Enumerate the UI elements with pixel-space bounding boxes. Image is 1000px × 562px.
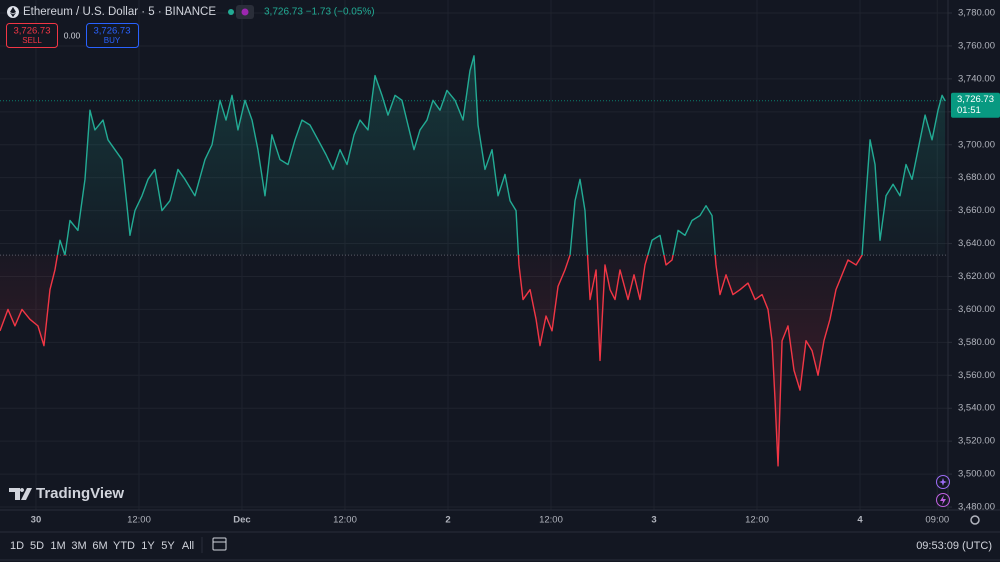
brand: TradingView	[9, 485, 124, 502]
symbol-title[interactable]: Ethereum / U.S. Dollar · 5 · BINANCE	[23, 6, 216, 18]
y-tick-label: 3,480.00	[958, 502, 995, 513]
axes: 3,780.003,760.003,740.003,720.003,700.00…	[0, 0, 1000, 526]
buy-button[interactable]	[86, 23, 139, 48]
y-tick-label: 3,600.00	[958, 304, 995, 315]
buy-label: BUY	[104, 36, 121, 45]
side-icons	[936, 475, 980, 525]
range-button[interactable]: 1M	[50, 540, 65, 552]
range-button[interactable]: 6M	[92, 540, 107, 552]
y-tick-label: 3,520.00	[958, 436, 995, 447]
x-tick-label: Dec	[233, 515, 250, 526]
y-tick-label: 3,560.00	[958, 370, 995, 381]
x-tick-label: 12:00	[539, 515, 563, 526]
buy-price: 3,726.73	[94, 26, 131, 37]
sell-button[interactable]	[6, 23, 58, 48]
last-price-label: 3,726.73	[957, 94, 994, 105]
clock: 09:53:09 (UTC)	[916, 540, 992, 552]
range-button[interactable]: 5D	[30, 540, 44, 552]
spark-icon	[939, 478, 947, 486]
range-button[interactable]: YTD	[113, 540, 135, 552]
flash-icon	[940, 495, 946, 505]
range-button[interactable]: 1D	[10, 540, 24, 552]
range-button[interactable]: 1Y	[141, 540, 155, 552]
quote: 3,726.73 −1.73 (−0.05%)	[264, 7, 375, 18]
x-tick-label: 09:00	[925, 515, 949, 526]
alert-icon	[241, 8, 249, 16]
range-button[interactable]: 5Y	[161, 540, 175, 552]
sell-label: SELL	[22, 36, 42, 45]
x-tick-label: 2	[445, 515, 450, 526]
y-tick-label: 3,540.00	[958, 403, 995, 414]
header: Ethereum / U.S. Dollar · 5 · BINANCE 3,7…	[7, 5, 375, 19]
y-tick-label: 3,780.00	[958, 8, 995, 19]
x-tick-label: 30	[31, 515, 42, 526]
y-tick-label: 3,660.00	[958, 205, 995, 216]
y-tick-label: 3,500.00	[958, 469, 995, 480]
spread: 0.00	[64, 30, 81, 40]
range-button[interactable]: All	[182, 540, 194, 552]
x-tick-label: 12:00	[333, 515, 357, 526]
baseline-area	[0, 55, 946, 466]
brand-logo	[9, 488, 32, 500]
eth-icon	[10, 7, 16, 17]
x-tick-label: 12:00	[127, 515, 151, 526]
range-button[interactable]: 3M	[71, 540, 86, 552]
x-tick-label: 12:00	[745, 515, 769, 526]
y-tick-label: 3,700.00	[958, 139, 995, 150]
brand-name: TradingView	[36, 485, 124, 502]
market-status	[228, 9, 234, 15]
x-tick-label: 4	[857, 515, 863, 526]
y-tick-label: 3,760.00	[958, 40, 995, 51]
date-range-button[interactable]	[212, 537, 227, 551]
spark-button[interactable]	[936, 475, 950, 489]
trade-panel: 3,726.73 SELL 0.00 3,726.73 BUY	[6, 23, 139, 48]
y-tick-label: 3,680.00	[958, 172, 995, 183]
countdown: 01:51	[957, 105, 981, 116]
flash-button[interactable]	[936, 493, 950, 507]
toolbar: 09:53:09 (UTC) 1D 5D 1M 3M 6M YTD 1Y 5Y All	[0, 531, 1000, 561]
y-tick-label: 3,740.00	[958, 73, 995, 84]
sell-price: 3,726.73	[14, 26, 51, 37]
plot	[0, 55, 948, 467]
y-tick-label: 3,640.00	[958, 238, 995, 249]
price-line	[0, 55, 946, 467]
y-tick-label: 3,620.00	[958, 271, 995, 282]
y-tick-label: 3,580.00	[958, 337, 995, 348]
last-price-box	[951, 92, 1000, 118]
settings-button[interactable]	[970, 515, 980, 525]
x-tick-label: 3	[651, 515, 656, 526]
